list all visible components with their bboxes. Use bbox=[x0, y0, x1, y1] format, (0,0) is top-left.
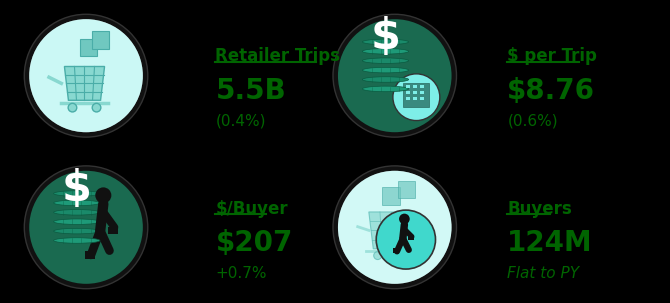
Bar bbox=[405, 97, 409, 100]
Ellipse shape bbox=[54, 191, 100, 196]
Bar bbox=[92, 32, 109, 49]
Bar bbox=[420, 85, 424, 88]
Text: Flat to PY: Flat to PY bbox=[507, 266, 580, 281]
Circle shape bbox=[374, 251, 382, 260]
Text: 124M: 124M bbox=[507, 229, 593, 257]
Ellipse shape bbox=[362, 39, 409, 45]
Bar bbox=[80, 39, 97, 56]
Circle shape bbox=[24, 14, 148, 137]
Text: $: $ bbox=[62, 168, 92, 210]
Polygon shape bbox=[64, 66, 105, 100]
Circle shape bbox=[29, 171, 143, 284]
Circle shape bbox=[29, 19, 143, 132]
Ellipse shape bbox=[54, 210, 100, 215]
Circle shape bbox=[399, 214, 410, 224]
Circle shape bbox=[393, 74, 440, 121]
Circle shape bbox=[333, 166, 456, 289]
Ellipse shape bbox=[362, 77, 409, 82]
Ellipse shape bbox=[54, 228, 100, 234]
Text: Retailer Trips: Retailer Trips bbox=[216, 47, 340, 65]
Bar bbox=[420, 91, 424, 94]
Text: +0.7%: +0.7% bbox=[216, 266, 267, 281]
Text: (0.4%): (0.4%) bbox=[216, 113, 266, 128]
Circle shape bbox=[377, 210, 436, 269]
Text: $207: $207 bbox=[216, 229, 293, 257]
Circle shape bbox=[333, 14, 456, 137]
Bar bbox=[405, 85, 409, 88]
Ellipse shape bbox=[362, 48, 409, 54]
Text: $ per Trip: $ per Trip bbox=[507, 47, 597, 65]
Text: $: $ bbox=[371, 16, 401, 58]
Circle shape bbox=[92, 103, 101, 112]
Bar bbox=[403, 83, 429, 107]
Bar bbox=[398, 181, 415, 198]
Bar bbox=[405, 91, 409, 94]
Circle shape bbox=[338, 19, 452, 132]
Polygon shape bbox=[369, 212, 413, 249]
Ellipse shape bbox=[362, 58, 409, 63]
Bar bbox=[413, 85, 417, 88]
Circle shape bbox=[401, 251, 409, 260]
Circle shape bbox=[95, 187, 111, 203]
Ellipse shape bbox=[54, 200, 100, 206]
Circle shape bbox=[68, 103, 77, 112]
Bar bbox=[420, 97, 424, 100]
Bar bbox=[413, 97, 417, 100]
Circle shape bbox=[29, 19, 143, 132]
Text: Buyers: Buyers bbox=[507, 200, 572, 218]
Ellipse shape bbox=[362, 86, 409, 92]
Ellipse shape bbox=[54, 238, 100, 243]
Circle shape bbox=[24, 166, 148, 289]
Text: $8.76: $8.76 bbox=[507, 77, 595, 105]
Circle shape bbox=[338, 171, 452, 284]
Bar bbox=[85, 251, 94, 259]
Circle shape bbox=[338, 171, 452, 284]
Text: $/Buyer: $/Buyer bbox=[216, 200, 288, 218]
Text: 5.5B: 5.5B bbox=[216, 77, 286, 105]
Bar bbox=[393, 248, 399, 253]
Ellipse shape bbox=[362, 67, 409, 73]
Text: (0.6%): (0.6%) bbox=[507, 113, 558, 128]
Bar bbox=[408, 235, 414, 240]
Bar bbox=[413, 91, 417, 94]
Bar bbox=[383, 187, 400, 205]
Ellipse shape bbox=[54, 219, 100, 225]
Bar bbox=[108, 227, 117, 234]
